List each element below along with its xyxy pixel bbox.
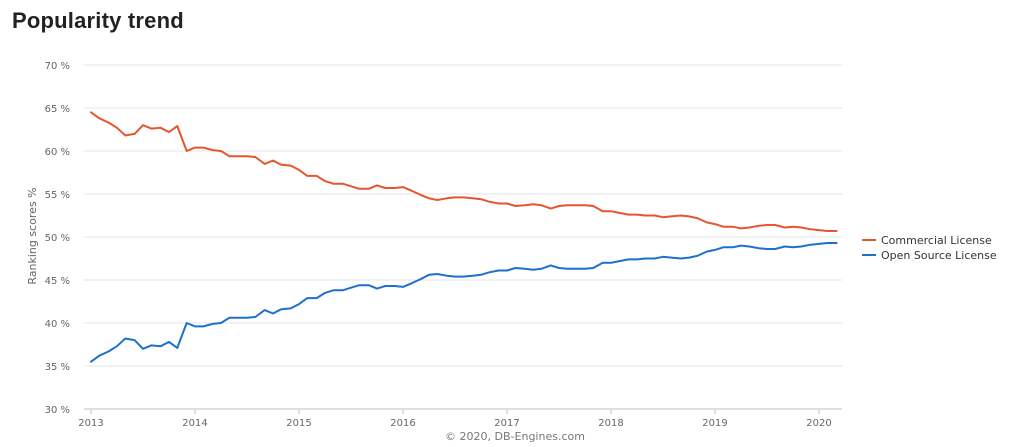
y-tick-label: 35 %	[45, 362, 70, 373]
page-title: Popularity trend	[12, 8, 184, 33]
x-tick-label: 2018	[598, 418, 623, 429]
x-tick-label: 2020	[806, 418, 831, 429]
y-tick-label: 30 %	[45, 405, 70, 416]
x-tick-label: 2019	[702, 418, 727, 429]
y-tick-label: 50 %	[45, 233, 70, 244]
legend-item[interactable]: Open Source License	[862, 249, 997, 262]
x-tick-label: 2013	[78, 418, 103, 429]
x-tick-label: 2016	[390, 418, 415, 429]
legend[interactable]: Commercial License Open Source License	[862, 234, 997, 262]
y-tick-label: 40 %	[45, 319, 70, 330]
x-axis: 2013 2014 2015 2016 2017 2018 2019 2020	[78, 408, 842, 429]
y-tick-label: 60 %	[45, 147, 70, 158]
x-tick-label: 2017	[494, 418, 519, 429]
series-line-commercial-license[interactable]	[90, 111, 838, 232]
legend-label: Open Source License	[881, 249, 997, 262]
y-tick-label: 65 %	[45, 104, 70, 115]
y-tick-label: 55 %	[45, 190, 70, 201]
y-tick-label: 45 %	[45, 276, 70, 287]
legend-item[interactable]: Commercial License	[862, 234, 992, 247]
legend-label: Commercial License	[881, 234, 992, 247]
y-tick-label: 70 %	[45, 61, 70, 72]
y-axis-label: Ranking scores %	[26, 187, 39, 284]
x-tick-label: 2015	[286, 418, 311, 429]
series-lines	[90, 111, 838, 363]
y-axis: 30 % 35 % 40 % 45 % 50 % 55 % 60 % 65 % 70 %	[45, 61, 70, 416]
x-tick-label: 2014	[182, 418, 207, 429]
series-line-open-source-license[interactable]	[90, 242, 838, 363]
grid-lines	[84, 64, 842, 410]
credits-text[interactable]: © 2020, DB-Engines.com	[445, 430, 585, 443]
